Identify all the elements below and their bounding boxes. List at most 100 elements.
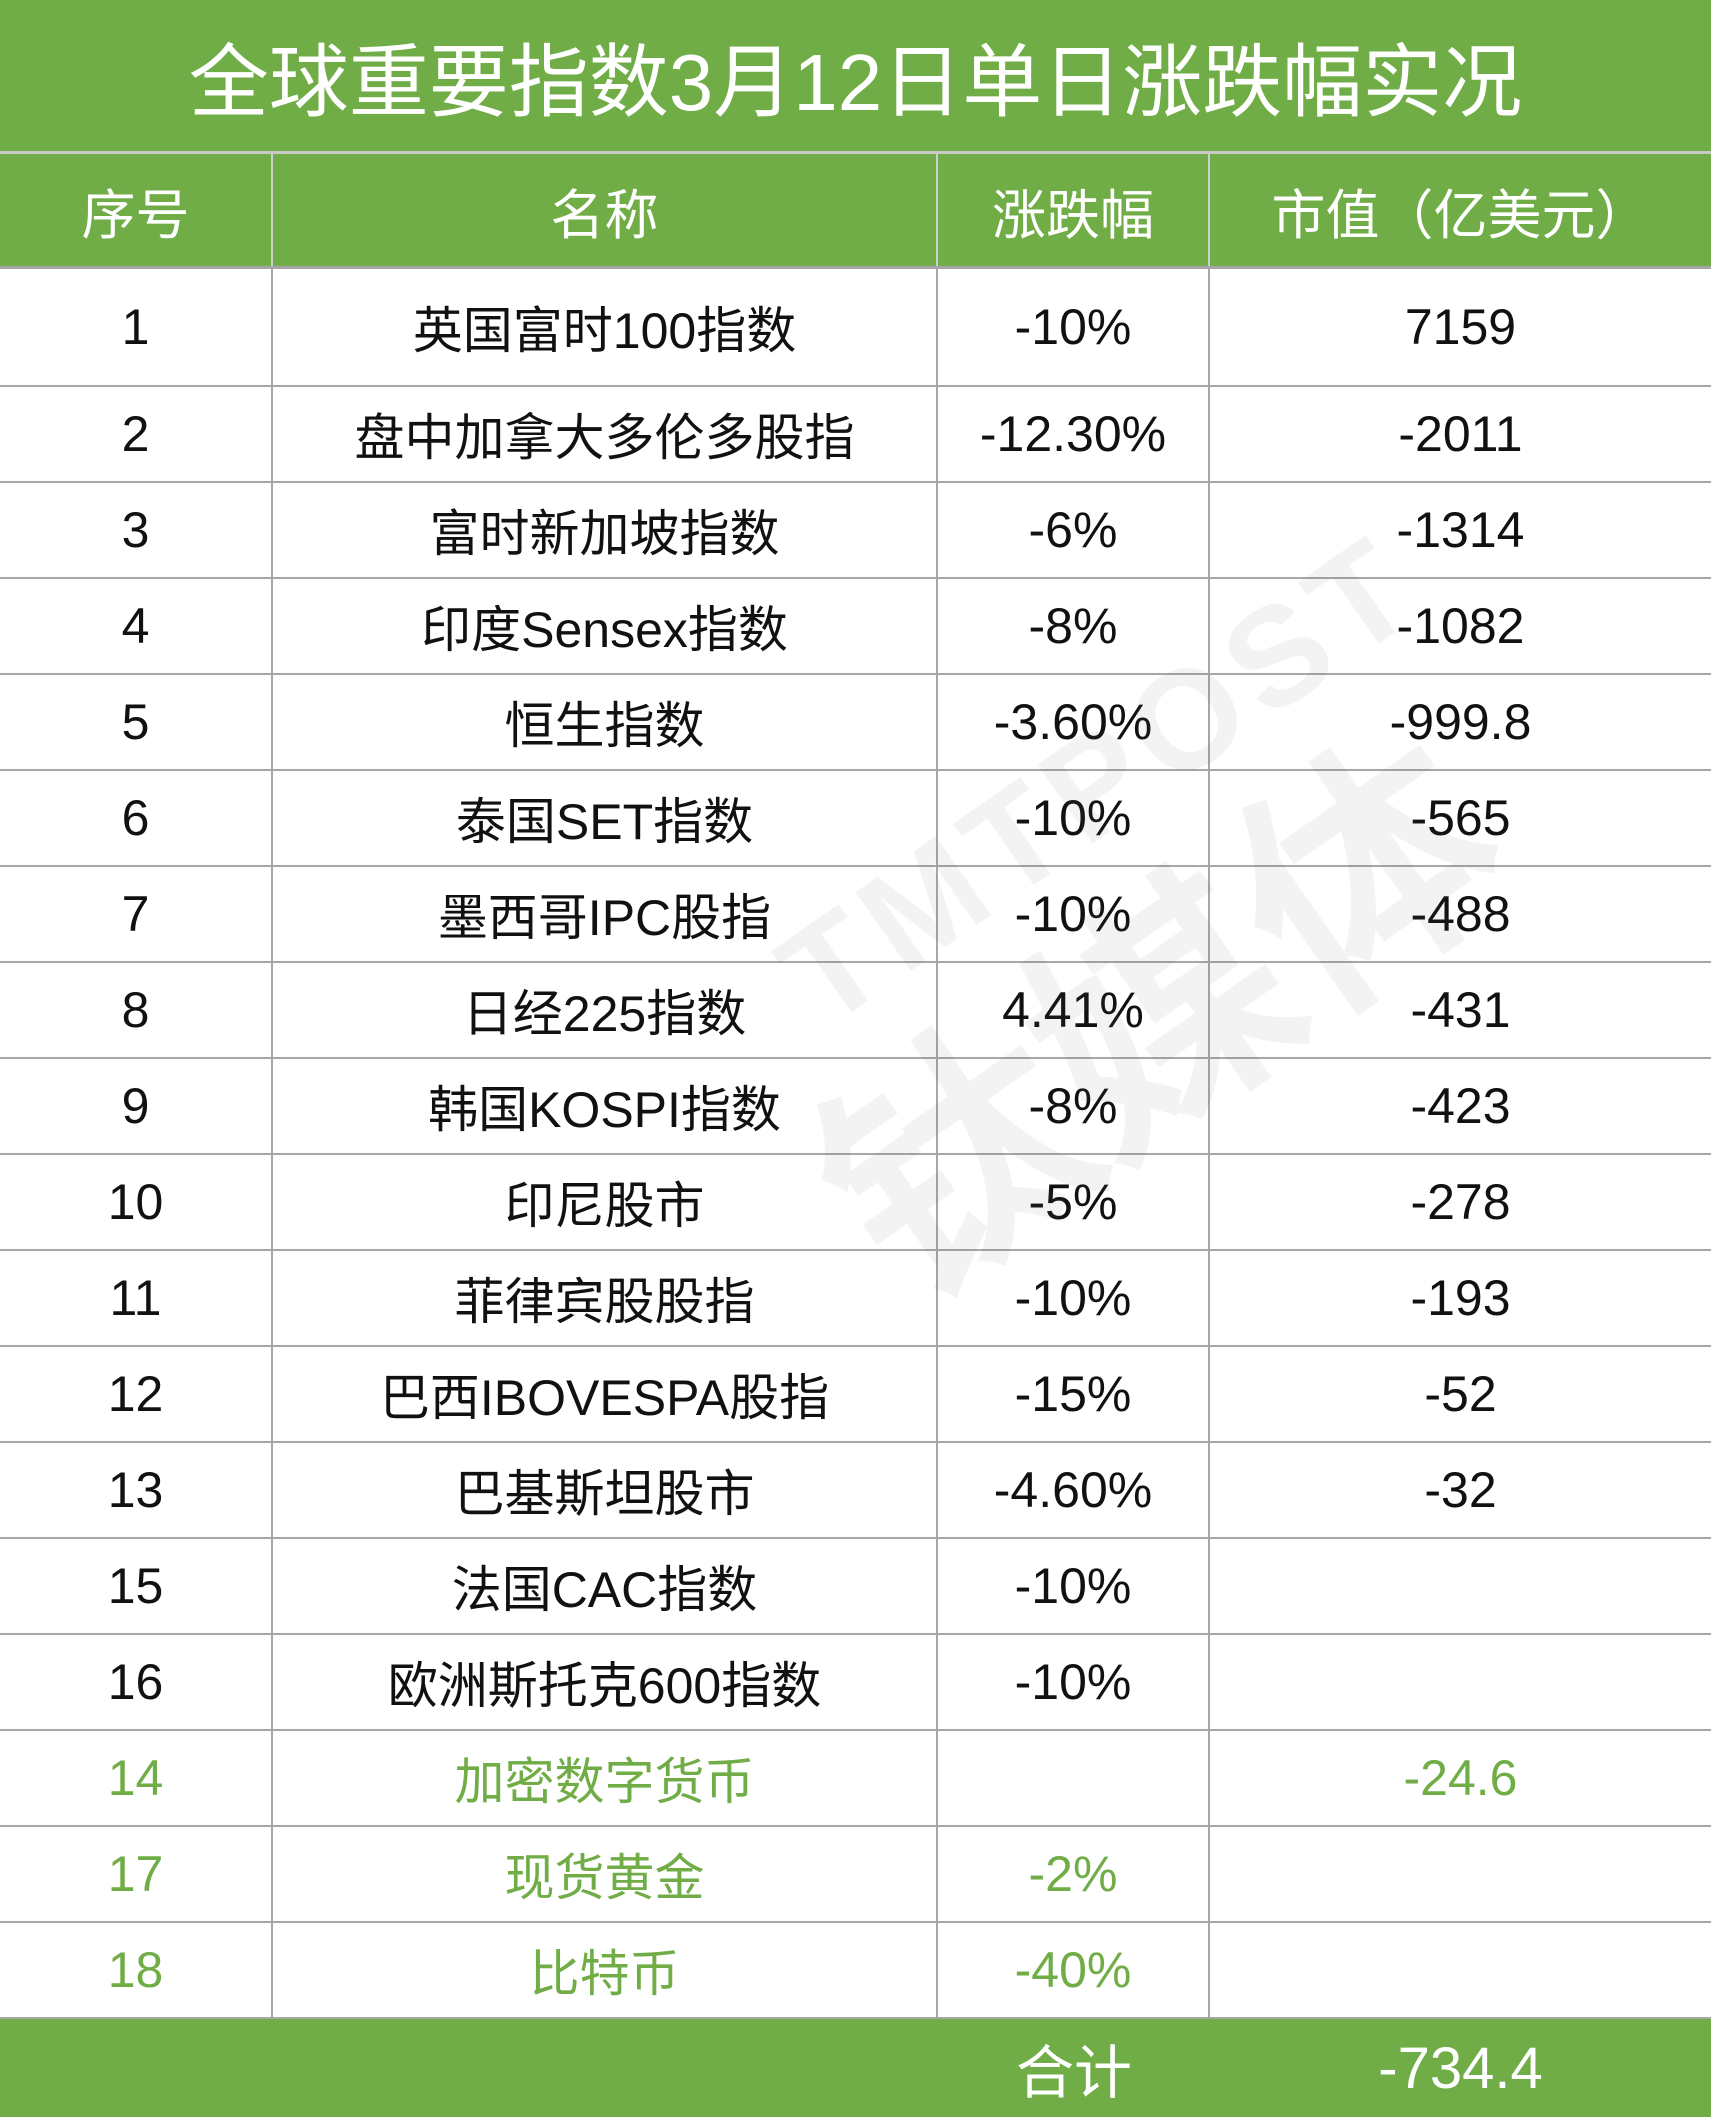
table-row: 13 巴基斯坦股市 -4.60% -32 xyxy=(0,1443,1711,1539)
table-row: 9 韩国KOSPI指数 -8% -423 xyxy=(0,1059,1711,1155)
cell-change xyxy=(938,1731,1210,1825)
table-row: 16 欧洲斯托克600指数 -10% xyxy=(0,1635,1711,1731)
cell-name: 印度Sensex指数 xyxy=(273,579,938,673)
cell-number: 16 xyxy=(0,1635,273,1729)
cell-name: 巴基斯坦股市 xyxy=(273,1443,938,1537)
cell-name: 日经225指数 xyxy=(273,963,938,1057)
cell-change: -8% xyxy=(938,579,1210,673)
table-row: 6 泰国SET指数 -10% -565 xyxy=(0,771,1711,867)
table-row: 2 盘中加拿大多伦多股指 -12.30% -2011 xyxy=(0,387,1711,483)
cell-market-value xyxy=(1210,1635,1711,1729)
table-row: 12 巴西IBOVESPA股指 -15% -52 xyxy=(0,1347,1711,1443)
cell-market-value xyxy=(1210,1539,1711,1633)
cell-number: 17 xyxy=(0,1827,273,1921)
cell-market-value: -423 xyxy=(1410,1078,1511,1134)
cell-number: 9 xyxy=(0,1059,273,1153)
cell-market-value: -565 xyxy=(1410,790,1511,846)
cell-name: 恒生指数 xyxy=(273,675,938,769)
table-row: 1 英国富时100指数 -10% 7159 xyxy=(0,269,1711,387)
cell-number: 10 xyxy=(0,1155,273,1249)
table-row: 3 富时新加坡指数 -6% -1314 xyxy=(0,483,1711,579)
cell-change: -10% xyxy=(938,1251,1210,1345)
cell-market-value: -1314 xyxy=(1396,502,1525,558)
cell-change: -10% xyxy=(938,269,1210,385)
cell-change: -3.60% xyxy=(938,675,1210,769)
cell-name: 欧洲斯托克600指数 xyxy=(273,1635,938,1729)
cell-change: -10% xyxy=(938,867,1210,961)
table-body: 1 英国富时100指数 -10% 7159 2 盘中加拿大多伦多股指 -12.30% -201… xyxy=(0,269,1711,2019)
cell-market-value: -24.6 xyxy=(1403,1750,1518,1806)
cell-name: 富时新加坡指数 xyxy=(273,483,938,577)
cell-number: 4 xyxy=(0,579,273,673)
cell-market-value: -278 xyxy=(1410,1174,1511,1230)
table-row: 5 恒生指数 -3.60% -999.8 xyxy=(0,675,1711,771)
cell-number: 6 xyxy=(0,771,273,865)
cell-change: -10% xyxy=(938,1635,1210,1729)
cell-market-value: -52 xyxy=(1424,1366,1497,1422)
cell-change: -5% xyxy=(938,1155,1210,1249)
table-row: 18 比特币 -40% xyxy=(0,1923,1711,2019)
cell-name: 菲律宾股股指 xyxy=(273,1251,938,1345)
cell-change: 4.41% xyxy=(938,963,1210,1057)
cell-number: 13 xyxy=(0,1443,273,1537)
cell-name: 泰国SET指数 xyxy=(273,771,938,865)
table-header-row: 序号 名称 涨跌幅 市值（亿美元） xyxy=(0,154,1711,269)
cell-number: 3 xyxy=(0,483,273,577)
table-row: 17 现货黄金 -2% xyxy=(0,1827,1711,1923)
cell-market-value: -431 xyxy=(1410,982,1511,1038)
table-total-row: 合计 -734.4 xyxy=(0,2019,1711,2117)
cell-name: 比特币 xyxy=(273,1923,938,2017)
cell-number: 8 xyxy=(0,963,273,1057)
cell-name: 法国CAC指数 xyxy=(273,1539,938,1633)
cell-number: 1 xyxy=(0,269,273,385)
cell-change: -4.60% xyxy=(938,1443,1210,1537)
cell-name: 巴西IBOVESPA股指 xyxy=(273,1347,938,1441)
table-row: 10 印尼股市 -5% -278 xyxy=(0,1155,1711,1251)
cell-market-value xyxy=(1210,1923,1711,2017)
cell-market-value xyxy=(1210,1827,1711,1921)
cell-change: -10% xyxy=(938,771,1210,865)
cell-market-value: -193 xyxy=(1410,1270,1511,1326)
cell-market-value: -488 xyxy=(1410,886,1511,942)
cell-number: 18 xyxy=(0,1923,273,2017)
cell-name: 加密数字货币 xyxy=(273,1731,938,1825)
cell-number: 7 xyxy=(0,867,273,961)
cell-name: 英国富时100指数 xyxy=(273,269,938,385)
column-header-number: 序号 xyxy=(0,154,273,266)
cell-number: 12 xyxy=(0,1347,273,1441)
column-header-change: 涨跌幅 xyxy=(938,154,1210,266)
cell-number: 15 xyxy=(0,1539,273,1633)
total-empty-cell xyxy=(273,2019,938,2117)
total-value: -734.4 xyxy=(1378,2035,1543,2101)
table-row: 14 加密数字货币 -24.6 xyxy=(0,1731,1711,1827)
cell-change: -40% xyxy=(938,1923,1210,2017)
cell-market-value: -2011 xyxy=(1398,406,1523,462)
cell-change: -15% xyxy=(938,1347,1210,1441)
table-row: 8 日经225指数 4.41% -431 xyxy=(0,963,1711,1059)
page-title: 全球重要指数3月12日单日涨跌幅实况 xyxy=(0,0,1711,154)
cell-name: 韩国KOSPI指数 xyxy=(273,1059,938,1153)
total-empty-cell xyxy=(0,2019,273,2117)
cell-number: 14 xyxy=(0,1731,273,1825)
cell-change: -2% xyxy=(938,1827,1210,1921)
table-row: 4 印度Sensex指数 -8% -1082 xyxy=(0,579,1711,675)
cell-market-value: -1082 xyxy=(1396,598,1525,654)
column-header-name: 名称 xyxy=(273,154,938,266)
cell-number: 2 xyxy=(0,387,273,481)
cell-change: -12.30% xyxy=(938,387,1210,481)
table-row: 11 菲律宾股股指 -10% -193 xyxy=(0,1251,1711,1347)
cell-market-value: -999.8 xyxy=(1389,694,1532,750)
total-label: 合计 xyxy=(1015,2041,1132,2106)
cell-change: -6% xyxy=(938,483,1210,577)
cell-name: 盘中加拿大多伦多股指 xyxy=(273,387,938,481)
cell-name: 墨西哥IPC股指 xyxy=(273,867,938,961)
table-row: 7 墨西哥IPC股指 -10% -488 xyxy=(0,867,1711,963)
column-header-market-value: 市值（亿美元） xyxy=(1271,185,1650,246)
cell-name: 现货黄金 xyxy=(273,1827,938,1921)
cell-change: -8% xyxy=(938,1059,1210,1153)
cell-market-value: -32 xyxy=(1424,1462,1497,1518)
table-row: 15 法国CAC指数 -10% xyxy=(0,1539,1711,1635)
cell-name: 印尼股市 xyxy=(273,1155,938,1249)
cell-change: -10% xyxy=(938,1539,1210,1633)
